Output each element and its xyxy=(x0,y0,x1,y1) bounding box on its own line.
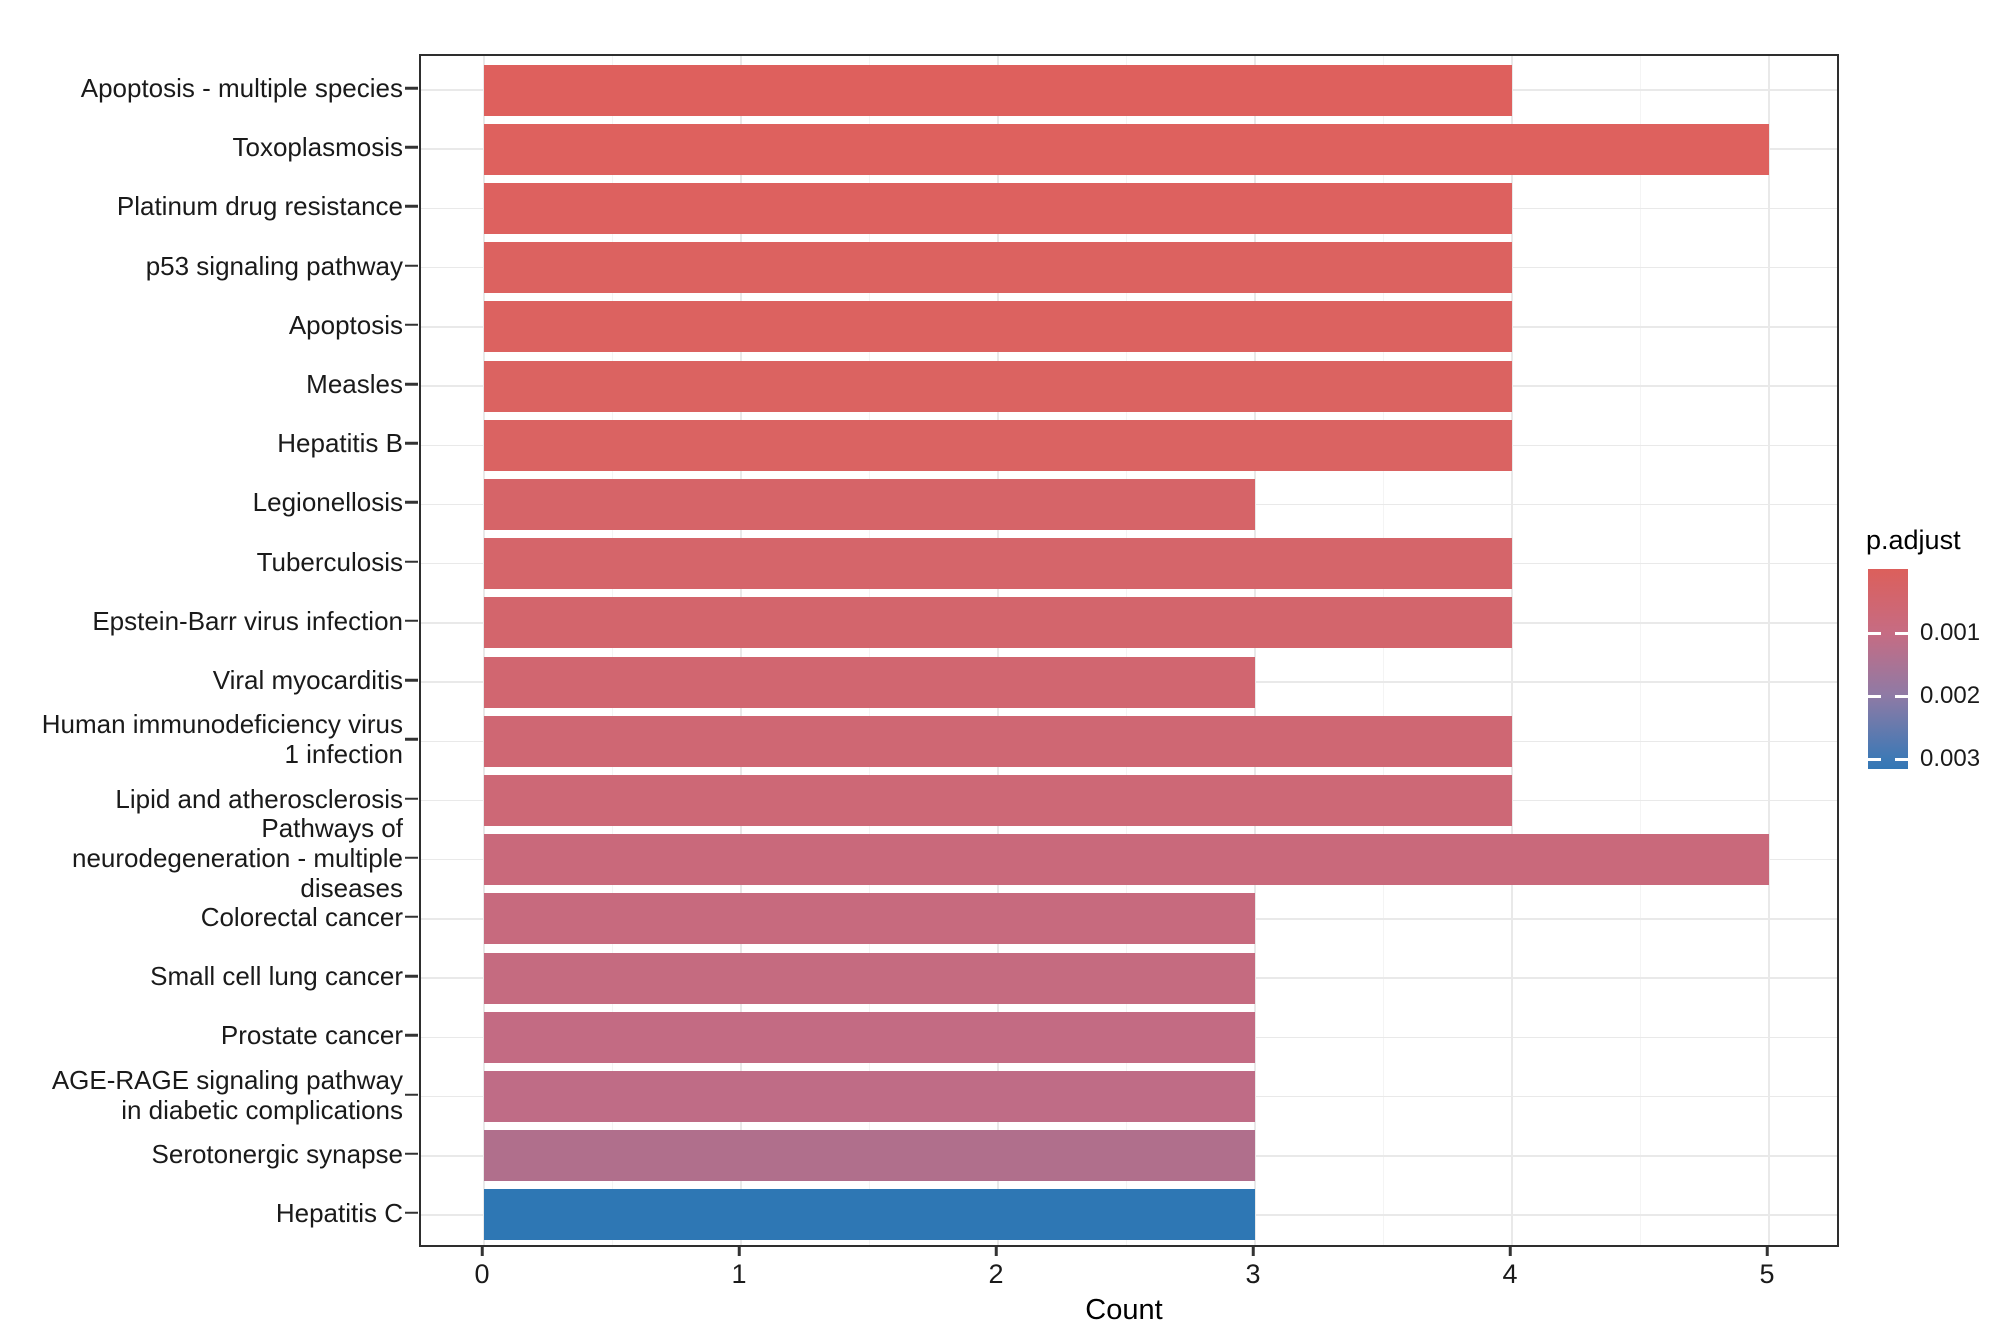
y-axis-tick xyxy=(405,974,418,978)
y-axis-label: Epstein-Barr virus infection xyxy=(92,605,403,636)
y-axis-tick xyxy=(405,560,418,563)
bar xyxy=(484,419,1512,471)
bar xyxy=(484,597,1512,649)
x-axis-tick xyxy=(1508,1247,1512,1256)
y-axis-tick xyxy=(405,323,418,327)
y-axis-tick xyxy=(405,915,418,919)
y-axis-label: Serotonergic synapse xyxy=(151,1138,403,1169)
x-axis-tick xyxy=(480,1247,484,1256)
legend-tick-dash xyxy=(1868,757,1881,761)
y-axis-tick xyxy=(405,1034,418,1037)
y-axis-tick xyxy=(405,382,418,386)
y-axis-tick xyxy=(405,442,418,445)
bar xyxy=(484,656,1255,708)
y-axis-tick xyxy=(405,205,418,208)
y-axis-label: Lipid and atherosclerosis xyxy=(115,783,403,814)
y-axis-label: Hepatitis C xyxy=(275,1197,403,1228)
y-axis-label: Apoptosis - multiple species xyxy=(80,73,403,103)
legend: p.adjust 0.001 0.002 0.003 xyxy=(1860,525,2000,805)
bar xyxy=(484,123,1769,175)
y-axis-tick xyxy=(405,797,418,800)
x-axis-tick xyxy=(1765,1247,1769,1256)
legend-tick-dash xyxy=(1895,694,1908,698)
x-axis-tick-label: 2 xyxy=(988,1259,1004,1289)
gridline-vertical-major xyxy=(483,56,485,1245)
bar xyxy=(484,834,1769,886)
bar xyxy=(484,478,1255,530)
plot-panel xyxy=(419,54,1839,1247)
bar xyxy=(484,360,1512,412)
legend-gradient-bar xyxy=(1868,569,1908,769)
y-axis-tick xyxy=(405,856,418,859)
y-axis-label: AGE-RAGE signaling pathway in diabetic c… xyxy=(51,1064,403,1125)
legend-tick-label: 0.001 xyxy=(1920,619,1981,646)
y-axis-label: p53 signaling pathway xyxy=(145,250,403,281)
y-axis-tick xyxy=(405,501,418,504)
y-axis-label: Tuberculosis xyxy=(256,546,403,577)
x-axis-tick-label: 4 xyxy=(1502,1259,1518,1289)
bar xyxy=(484,952,1255,1004)
bar xyxy=(484,775,1512,827)
y-axis-label: Measles xyxy=(306,369,403,400)
y-axis-label: Toxoplasmosis xyxy=(232,132,403,163)
y-axis-tick xyxy=(405,1152,418,1156)
bar xyxy=(484,64,1512,116)
gridline-vertical-major xyxy=(997,56,999,1245)
y-axis-label: Pathways of neurodegeneration - multiple… xyxy=(72,812,403,903)
bar xyxy=(484,182,1512,234)
bar xyxy=(484,893,1255,945)
y-axis-tick xyxy=(405,738,418,741)
legend-tick-label: 0.002 xyxy=(1920,682,1981,709)
y-axis-label: Viral myocarditis xyxy=(212,665,403,696)
y-axis-tick xyxy=(405,264,418,267)
y-axis-label: Apoptosis xyxy=(288,309,403,340)
y-axis-label: Small cell lung cancer xyxy=(150,961,403,992)
bar xyxy=(484,1130,1255,1182)
y-axis-label: Legionellosis xyxy=(252,487,403,518)
bar xyxy=(484,1189,1255,1241)
y-axis-tick xyxy=(405,86,418,90)
y-axis-label: Colorectal cancer xyxy=(200,901,403,932)
gridline-vertical-minor xyxy=(1640,56,1641,1245)
y-axis-label: Human immunodeficiency virus 1 infection xyxy=(41,709,403,770)
x-axis-tick-label: 5 xyxy=(1759,1259,1775,1289)
bar xyxy=(484,1071,1255,1123)
x-axis-tick-label: 0 xyxy=(474,1259,490,1289)
y-axis-label: Hepatitis B xyxy=(277,428,403,459)
legend-tick-dash xyxy=(1895,757,1908,761)
bar xyxy=(484,715,1512,767)
legend-tick-dash xyxy=(1868,631,1881,635)
legend-title: p.adjust xyxy=(1866,525,1961,555)
bar xyxy=(484,1011,1255,1063)
y-axis-tick xyxy=(405,619,418,623)
x-axis-tick-label: 1 xyxy=(731,1259,747,1289)
gridline-vertical-major xyxy=(1768,56,1770,1245)
bar xyxy=(484,301,1512,353)
gridline-vertical-major xyxy=(740,56,742,1245)
y-axis-tick xyxy=(405,145,418,149)
legend-tick-label: 0.003 xyxy=(1920,745,1981,772)
gridline-vertical-major xyxy=(1254,56,1256,1245)
legend-tick-dash xyxy=(1895,631,1908,635)
x-axis-tick xyxy=(994,1247,998,1256)
gridline-vertical-minor xyxy=(612,56,613,1245)
legend-tick-dash xyxy=(1868,694,1881,698)
gridline-vertical-minor xyxy=(1383,56,1384,1245)
x-axis-tick xyxy=(1251,1247,1255,1256)
x-axis-tick-label: 3 xyxy=(1245,1259,1261,1289)
gridline-vertical-minor xyxy=(1126,56,1127,1245)
y-axis-label: Platinum drug resistance xyxy=(116,191,403,222)
y-axis-label: Prostate cancer xyxy=(220,1020,403,1051)
y-axis-tick xyxy=(405,1093,418,1096)
bar xyxy=(484,242,1512,294)
gridline-vertical-minor xyxy=(869,56,870,1245)
x-axis-tick xyxy=(737,1247,741,1256)
bar xyxy=(484,538,1512,590)
gridline-vertical-major xyxy=(1511,56,1513,1245)
x-axis-title: Count xyxy=(1085,1294,1163,1326)
y-axis-tick xyxy=(405,678,418,682)
y-axis-tick xyxy=(405,1211,418,1215)
